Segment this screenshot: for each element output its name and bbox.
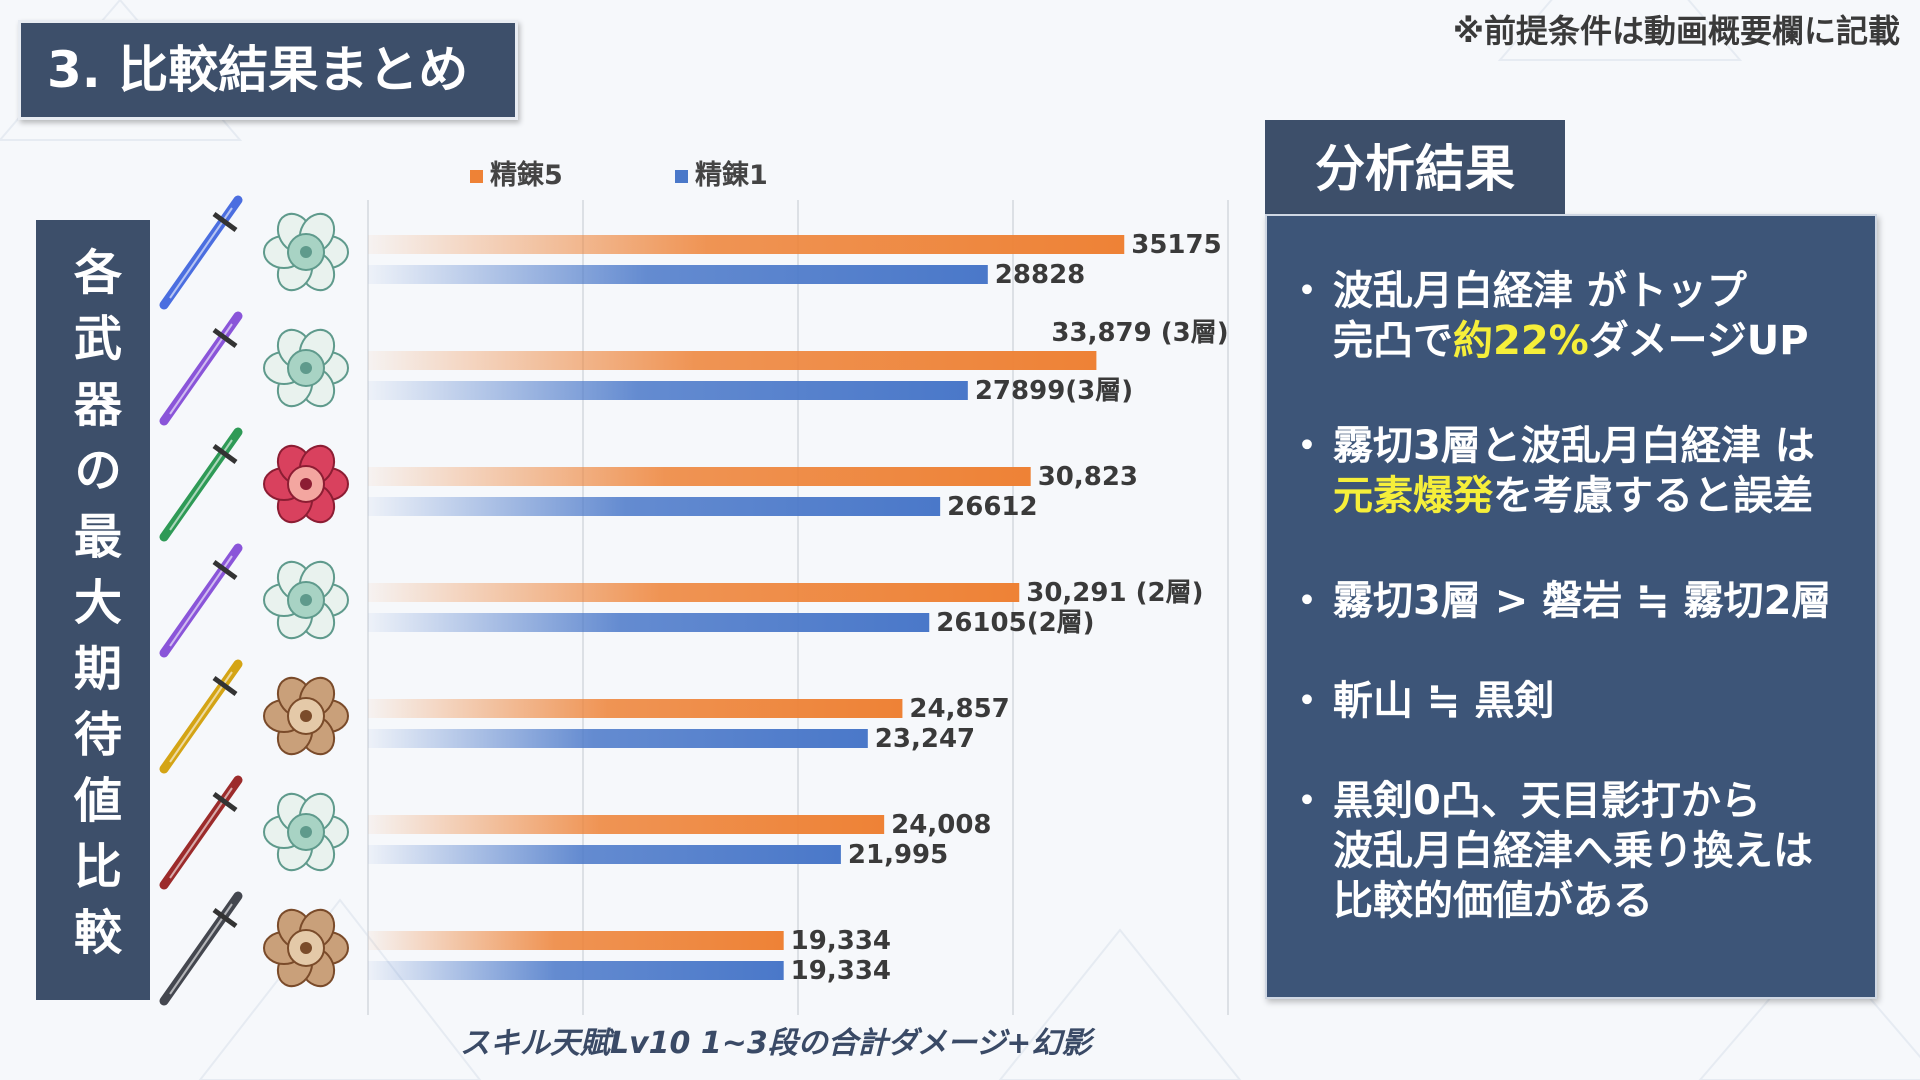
analysis-line: 霧切3層 > 磐岩 ≒ 霧切2層 (1333, 578, 1832, 624)
legend-label: 精錬1 (695, 159, 768, 191)
data-label: 26105(2層) (936, 608, 1094, 638)
data-label: 23,247 (875, 724, 975, 754)
bar (368, 467, 1031, 486)
sword-icon (159, 891, 243, 1006)
bronze-mask-icon (263, 676, 349, 756)
vertical-banner: 各武器の最大期待値比較 (36, 220, 150, 1000)
sword-icon (159, 543, 243, 658)
sword-icon (159, 775, 243, 890)
analysis-line: 完凸で約22%ダメージUP (1333, 316, 1809, 366)
bar-chart: 精錬5 精錬1 35175 28828 33,879 (3層) 27899(3層) 30,8… (367, 159, 1229, 1015)
data-label: 35175 (1131, 230, 1221, 260)
highlight-text: 元素爆発 (1333, 473, 1493, 519)
bar (368, 613, 930, 632)
analysis-line: 波乱月白経津 がトップ (1333, 268, 1747, 314)
bar (368, 729, 868, 748)
data-label: 30,291 (2層) (1026, 578, 1203, 608)
data-label: 21,995 (848, 840, 948, 870)
sword-icon (159, 659, 243, 774)
bar (368, 699, 903, 718)
chart-caption: スキル天賦Lv10 1~3段の合計ダメージ+幻影 (460, 1026, 1092, 1061)
data-label: 19,334 (791, 926, 891, 956)
white-flower-icon (263, 560, 349, 640)
bar (368, 265, 988, 284)
crimson-flower-icon (263, 444, 349, 524)
data-label: 27899(3層) (975, 376, 1133, 406)
data-label: 28828 (995, 260, 1085, 290)
bar (368, 351, 1097, 370)
page-title: 3. 比較結果まとめ (18, 20, 518, 120)
analysis-line: 波乱月白経津へ乗り換えは (1333, 828, 1813, 874)
white-flower-icon (263, 792, 349, 872)
data-label: 30,823 (1038, 462, 1138, 492)
bullet: ・ (1287, 778, 1327, 824)
analysis-line: 比較的価値がある (1333, 878, 1653, 924)
data-label: 24,008 (891, 810, 991, 840)
analysis-line: 斬山 ≒ 黒剣 (1333, 678, 1555, 724)
bar (368, 497, 941, 516)
legend-swatch (675, 170, 688, 183)
bar (368, 815, 885, 834)
analysis-line: 黒剣0凸、天目影打から (1333, 778, 1761, 824)
bullet: ・ (1287, 268, 1327, 314)
analysis-panel: ・ 波乱月白経津 がトップ 完凸で約22%ダメージUP ・ 霧切3層と波乱月白経… (1265, 214, 1877, 999)
white-flower-icon (263, 212, 349, 292)
white-flower-icon (263, 328, 349, 408)
data-label: 26612 (947, 492, 1037, 522)
legend-swatch (470, 170, 483, 183)
text: 完凸で (1333, 318, 1453, 364)
bullet: ・ (1287, 423, 1327, 469)
bar (368, 583, 1020, 602)
bar (368, 931, 784, 950)
bullet: ・ (1287, 678, 1327, 724)
bar (368, 845, 841, 864)
data-label: 24,857 (909, 694, 1009, 724)
weapon-icons (159, 195, 349, 1006)
bar (368, 235, 1125, 254)
data-label: 19,334 (791, 956, 891, 986)
bar (368, 961, 784, 980)
premise-note: ※前提条件は動画概要欄に記載 (1452, 12, 1900, 50)
sword-icon (159, 311, 243, 426)
analysis-line: 元素爆発を考慮すると誤差 (1333, 471, 1813, 521)
sword-icon (159, 195, 243, 310)
text: を考慮すると誤差 (1493, 473, 1813, 519)
sword-icon (159, 427, 243, 542)
data-label: 33,879 (3層) (1051, 318, 1228, 348)
highlight-text: 約22% (1453, 318, 1589, 364)
bullet: ・ (1287, 578, 1327, 624)
analysis-tab: 分析結果 (1265, 120, 1565, 218)
legend-label: 精錬5 (490, 159, 563, 191)
analysis-line: 霧切3層と波乱月白経津 は (1333, 423, 1815, 469)
bronze-mask-icon (263, 908, 349, 988)
text: ダメージUP (1588, 318, 1809, 364)
bar (368, 381, 968, 400)
